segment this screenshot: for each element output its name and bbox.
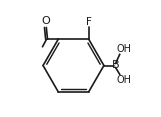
Text: OH: OH bbox=[116, 44, 131, 54]
Text: OH: OH bbox=[116, 75, 131, 85]
Text: B: B bbox=[112, 60, 119, 70]
Text: F: F bbox=[86, 17, 92, 27]
Text: O: O bbox=[41, 16, 50, 26]
